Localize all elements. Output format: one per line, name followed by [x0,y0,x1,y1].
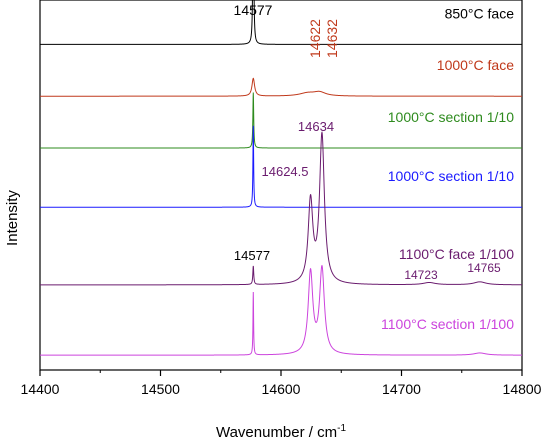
plot-frame [39,0,523,371]
peak-label-4: 14634 [298,119,334,134]
series-label-1: 850°C face [445,5,515,21]
series-line-4 [40,125,522,208]
x-axis-label: Wavenumber / cm-1 [216,423,346,441]
series-line-6 [40,264,522,356]
series-layer: 850°C face 1000°C face 1000°C section 1/10… [40,0,522,356]
x-axis: 14400 14500 14600 14700 14800 [21,370,542,397]
peak-label-2: 14622 [307,19,323,58]
series-line-5 [40,131,522,286]
series-label-3: 1000°C section 1/10 [388,109,514,125]
series-line-1 [40,0,522,45]
series-label-6: 1100°C section 1/100 [381,316,514,332]
x-axis-label-superscript: -1 [337,423,346,434]
peak-label-1: 14577 [234,2,273,18]
series-line-3 [40,92,522,149]
series-line-2 [40,77,522,97]
peak-label-7: 14723 [404,268,438,282]
peak-label-8: 14765 [467,261,501,275]
series-label-4: 1000°C section 1/10 [388,168,514,184]
x-tick-label-5: 14800 [503,381,542,397]
peak-label-6: 14577 [234,248,270,263]
x-axis-label-text: Wavenumber / cm [216,424,337,441]
peak-label-3: 14632 [324,19,340,58]
x-tick-label-4: 14700 [382,381,421,397]
x-tick-label-3: 14600 [262,381,301,397]
y-axis-label: Intensity [4,190,21,246]
peak-label-5: 14624.5 [262,164,309,179]
annotation-layer: 14577 14622 14632 14634 14624.5 14577 14723 147… [234,2,501,282]
series-label-2: 1000°C face [437,57,514,73]
series-label-5: 1100°C face 1/100 [399,246,514,262]
x-tick-label-2: 14500 [141,381,180,397]
x-tick-label-1: 14400 [21,381,60,397]
